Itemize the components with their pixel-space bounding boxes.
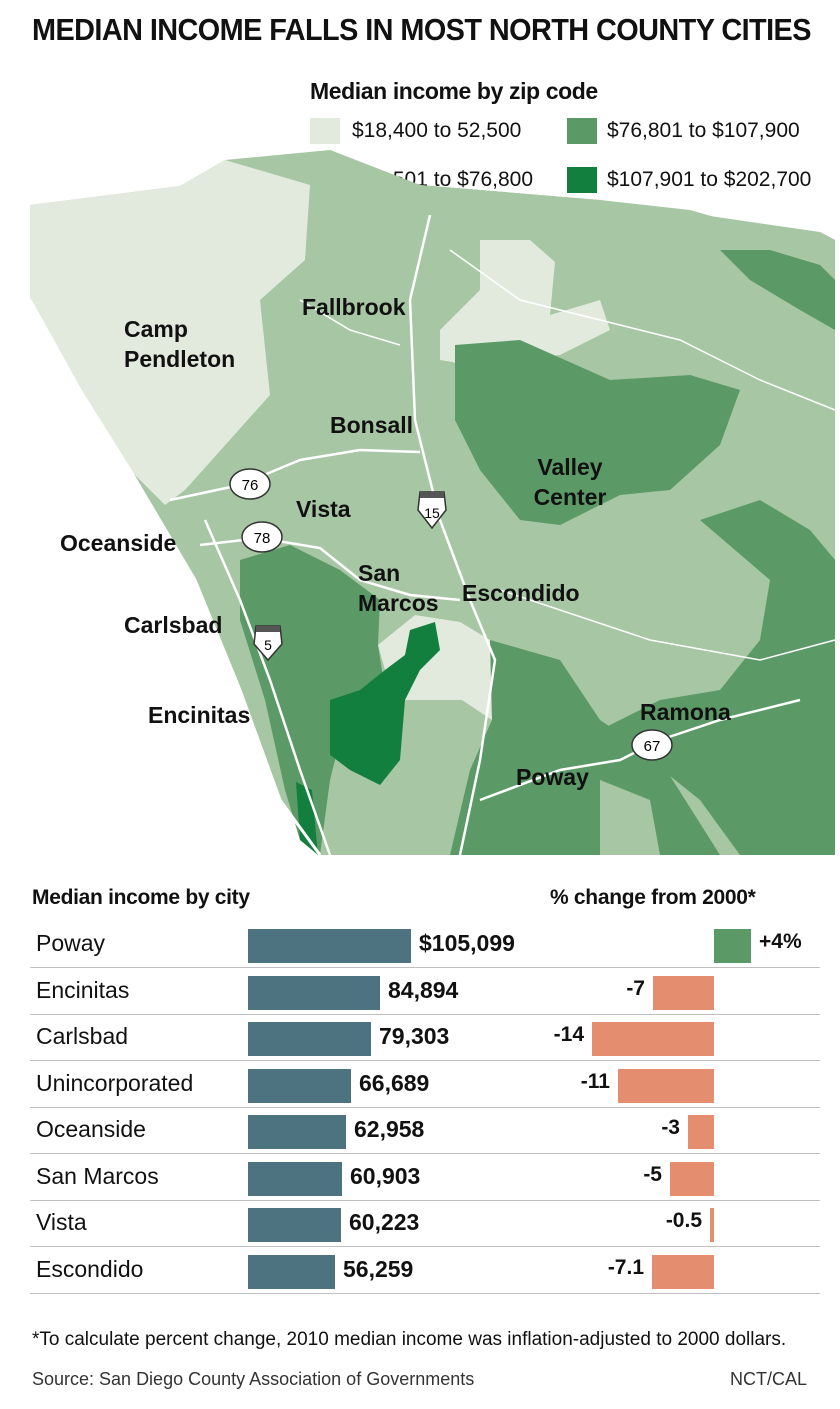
place-label-ramona: Ramona	[640, 699, 731, 725]
place-label-valley-center: Valley Center	[533, 454, 607, 510]
table-row: Encinitas 84,894 -7	[30, 969, 820, 1015]
change-value-label: -5	[643, 1162, 662, 1186]
income-bar	[248, 1254, 335, 1289]
income-value-label: 60,903	[350, 1162, 421, 1189]
change-value-label: +4%	[759, 930, 802, 953]
secondary-road-fallbrook	[299, 299, 401, 346]
change-bar	[592, 1022, 714, 1056]
place-label-oceanside: Oceanside	[60, 530, 177, 556]
row-divider	[30, 1246, 820, 1247]
highway-76-road	[169, 448, 421, 502]
legend-label-lowest: $18,400 to 52,500	[352, 119, 522, 142]
place-label-camp-pendleton: Camp Pendleton	[124, 316, 236, 372]
place-label-bonsall: Bonsall	[330, 412, 414, 438]
city-label: Unincorporated	[36, 1069, 194, 1096]
change-chart-title: % change from 2000*	[550, 886, 756, 909]
secondary-road-east	[499, 589, 836, 661]
coastline	[28, 299, 322, 855]
row-divider	[30, 1292, 820, 1294]
change-value-label: -11	[580, 1069, 610, 1093]
city-label: Carlsbad	[36, 1023, 129, 1049]
change-value-label: -3	[661, 1116, 680, 1139]
income-value-label: 62,958	[354, 1116, 425, 1142]
income-value-label: 60,223	[349, 1209, 420, 1235]
legend-swatch-upper	[567, 118, 597, 144]
page-title: MEDIAN INCOME FALLS IN MOST NORTH COUNTY…	[32, 12, 811, 47]
change-value-label: -0.5	[665, 1209, 702, 1232]
zip-ne-corner	[720, 250, 835, 330]
income-bar	[248, 1208, 341, 1242]
zip-coastal-strip	[296, 782, 318, 855]
city-label: Oceanside	[36, 1116, 146, 1142]
change-bar	[670, 1161, 714, 1196]
table-row: Poway $105,099 +4%	[30, 922, 820, 968]
place-label-fallbrook: Fallbrook	[302, 294, 406, 320]
zip-rancho-santa-fe	[330, 622, 440, 785]
legend-swatch-lowest	[310, 118, 340, 144]
change-value-label: -7.1	[607, 1255, 644, 1279]
table-row: San Marcos 60,903 -5	[30, 1155, 820, 1201]
table-row: Vista 60,223 -0.5	[30, 1201, 820, 1247]
legend-label-highest: $107,901 to $202,700	[607, 168, 812, 191]
income-bar	[248, 1022, 371, 1056]
table-row: Unincorporated 66,689 -11	[30, 1062, 820, 1108]
legend-swatch-highest	[567, 167, 597, 193]
city-label: Poway	[36, 930, 106, 956]
zip-valley-center	[455, 340, 740, 525]
zip-north-strip	[330, 150, 835, 262]
income-bar	[248, 975, 380, 1010]
income-value-label: $105,099	[419, 930, 515, 956]
change-value-label: -7	[626, 976, 645, 1000]
zip-camp-pendleton	[30, 160, 310, 505]
city-label: San Marcos	[36, 1162, 159, 1189]
place-label-escondido: Escondido	[462, 580, 580, 606]
row-divider	[30, 1060, 820, 1061]
place-label-san-marcos: San Marcos	[358, 560, 439, 616]
table-row: Oceanside 62,958 -3	[30, 1108, 820, 1154]
highway-15-road	[408, 214, 497, 855]
income-bar	[248, 1115, 346, 1149]
zip-carlsbad-encinitas	[240, 545, 385, 855]
city-label: Escondido	[36, 1255, 144, 1282]
income-bar	[248, 929, 411, 963]
place-label-vista: Vista	[296, 496, 351, 522]
place-label-poway: Poway	[516, 764, 589, 790]
income-value-label: 84,894	[388, 976, 459, 1003]
change-bar	[688, 1115, 714, 1149]
zip-fallbrook-east	[440, 240, 610, 365]
table-row: Escondido 56,259 -7.1	[30, 1248, 820, 1294]
legend-title: Median income by zip code	[310, 78, 598, 104]
legend-label-upper: $76,801 to $107,900	[607, 119, 800, 142]
secondary-road-north	[449, 249, 836, 411]
footnote: *To calculate percent change, 2010 media…	[32, 1329, 787, 1350]
change-bar	[714, 929, 751, 963]
row-divider	[30, 1013, 820, 1015]
source-line: Source: San Diego County Association of …	[32, 1369, 475, 1389]
change-bar	[653, 975, 714, 1010]
table-row: Carlsbad 79,303 -14	[30, 1015, 820, 1061]
place-label-carlsbad: Carlsbad	[124, 612, 223, 638]
change-bar	[710, 1208, 714, 1242]
income-value-label: 66,689	[359, 1069, 430, 1096]
row-divider	[30, 1106, 820, 1108]
income-bar	[248, 1068, 351, 1103]
row-divider	[30, 1153, 820, 1154]
income-map	[28, 150, 836, 855]
city-label: Vista	[36, 1209, 87, 1235]
zip-lower-light	[400, 740, 470, 855]
place-label-encinitas: Encinitas	[148, 702, 251, 728]
row-divider	[30, 967, 820, 968]
income-bar	[248, 1161, 342, 1196]
income-chart-title: Median income by city	[32, 886, 250, 909]
row-divider	[30, 1199, 820, 1201]
change-bar	[618, 1068, 714, 1103]
city-label: Encinitas	[36, 976, 130, 1003]
income-value-label: 56,259	[343, 1255, 414, 1282]
change-value-label: -14	[553, 1023, 584, 1046]
zip-south-pocket	[600, 780, 660, 855]
credit-line: NCT/CAL	[730, 1369, 808, 1389]
highway-5-road	[203, 519, 332, 855]
income-value-label: 79,303	[379, 1023, 450, 1049]
change-bar	[652, 1254, 714, 1289]
